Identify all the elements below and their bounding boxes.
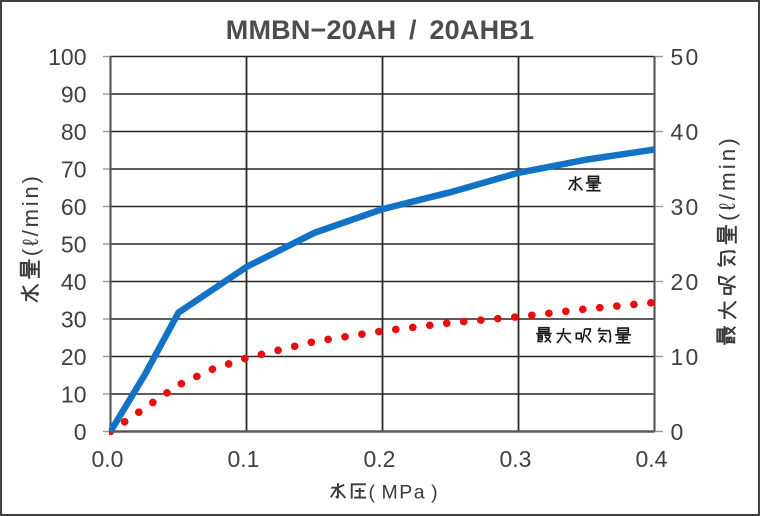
svg-text:(ℓ/min): (ℓ/min) [715, 135, 740, 221]
svg-text:0.3: 0.3 [500, 446, 532, 472]
svg-text:(MPa): (MPa) [369, 482, 440, 504]
svg-text:0.2: 0.2 [364, 446, 396, 472]
svg-text:40: 40 [61, 269, 87, 295]
svg-text:0.0: 0.0 [92, 446, 124, 472]
svg-text:50: 50 [61, 231, 87, 257]
svg-text:100: 100 [48, 44, 86, 70]
svg-text:20: 20 [61, 344, 87, 370]
svg-text:60: 60 [61, 194, 87, 220]
svg-text:10: 10 [671, 344, 701, 370]
svg-text:0: 0 [74, 419, 87, 445]
svg-text:0.4: 0.4 [636, 446, 668, 472]
svg-text:MMBN−20AH / 20AHB1: MMBN−20AH / 20AHB1 [226, 15, 534, 45]
svg-text:50: 50 [671, 44, 701, 70]
svg-text:(ℓ/min): (ℓ/min) [18, 173, 43, 256]
svg-text:40: 40 [671, 119, 701, 145]
svg-text:0: 0 [671, 419, 686, 445]
svg-text:10: 10 [61, 381, 87, 407]
svg-text:70: 70 [61, 156, 87, 182]
svg-text:80: 80 [61, 119, 87, 145]
svg-text:0.1: 0.1 [228, 446, 260, 472]
svg-text:20: 20 [671, 269, 701, 295]
svg-text:30: 30 [61, 306, 87, 332]
svg-text:30: 30 [671, 194, 701, 220]
svg-text:90: 90 [61, 81, 87, 107]
